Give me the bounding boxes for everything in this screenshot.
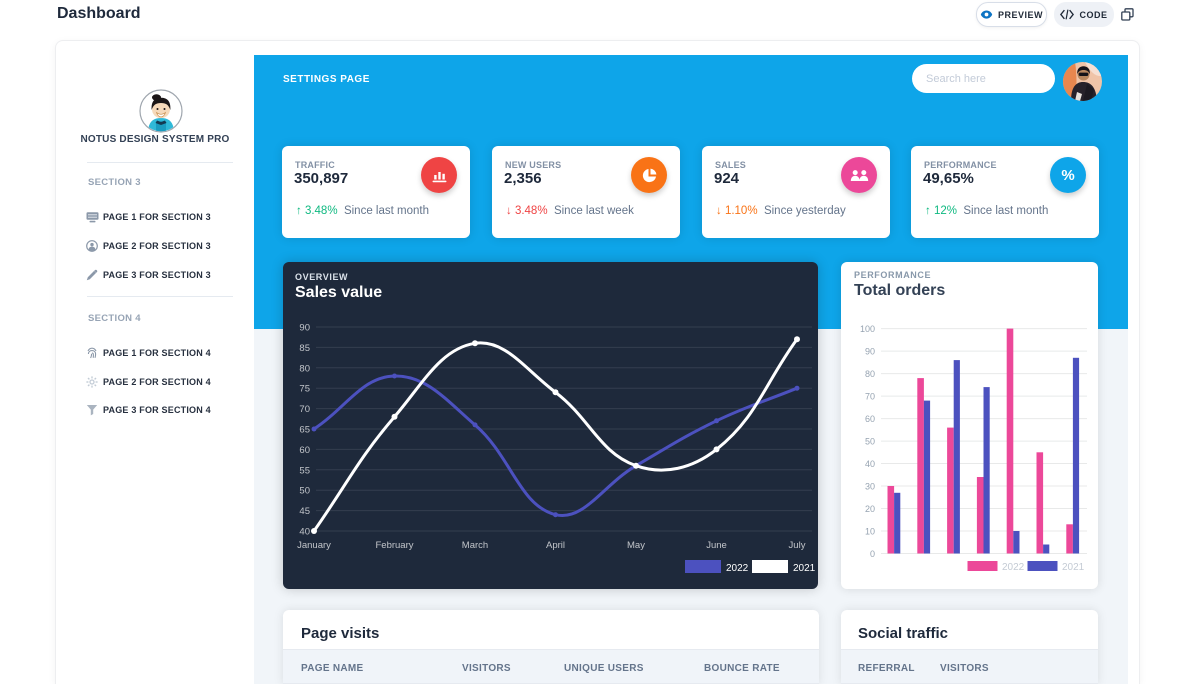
svg-text:75: 75 bbox=[299, 384, 310, 395]
svg-text:April: April bbox=[546, 540, 565, 551]
svg-text:40: 40 bbox=[865, 459, 875, 469]
svg-text:65: 65 bbox=[299, 425, 310, 436]
svg-text:90: 90 bbox=[865, 347, 875, 357]
svg-text:30: 30 bbox=[865, 482, 875, 492]
svg-text:85: 85 bbox=[299, 343, 310, 354]
svg-text:July: July bbox=[789, 540, 806, 551]
svg-text:January: January bbox=[297, 540, 331, 551]
svg-text:80: 80 bbox=[865, 369, 875, 379]
svg-text:10: 10 bbox=[865, 527, 875, 537]
svg-text:June: June bbox=[706, 540, 727, 551]
svg-text:40: 40 bbox=[299, 527, 310, 538]
svg-text:0: 0 bbox=[870, 549, 875, 559]
svg-text:90: 90 bbox=[299, 323, 310, 334]
svg-text:50: 50 bbox=[865, 437, 875, 447]
svg-text:55: 55 bbox=[299, 465, 310, 476]
svg-text:2022: 2022 bbox=[726, 563, 749, 574]
svg-text:60: 60 bbox=[299, 445, 310, 456]
svg-text:60: 60 bbox=[865, 414, 875, 424]
svg-text:2021: 2021 bbox=[793, 563, 816, 574]
svg-text:20: 20 bbox=[865, 504, 875, 514]
svg-text:2021: 2021 bbox=[1062, 562, 1085, 573]
svg-text:50: 50 bbox=[299, 486, 310, 497]
svg-text:70: 70 bbox=[299, 404, 310, 415]
svg-text:100: 100 bbox=[860, 324, 875, 334]
svg-text:80: 80 bbox=[299, 363, 310, 374]
svg-text:70: 70 bbox=[865, 392, 875, 402]
svg-text:2022: 2022 bbox=[1002, 562, 1025, 573]
svg-text:February: February bbox=[375, 540, 413, 551]
svg-text:May: May bbox=[627, 540, 645, 551]
svg-text:March: March bbox=[462, 540, 488, 551]
svg-text:45: 45 bbox=[299, 506, 310, 517]
